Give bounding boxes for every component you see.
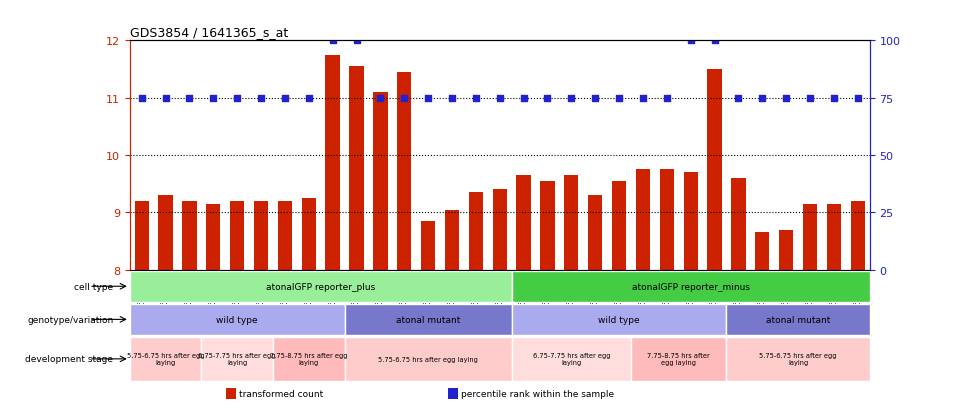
- Point: [611, 95, 627, 102]
- Bar: [564, 176, 579, 270]
- Bar: [511, 271, 870, 302]
- Point: [373, 95, 388, 102]
- Bar: [421, 221, 435, 270]
- Bar: [493, 190, 506, 270]
- Text: GDS3854 / 1641365_s_at: GDS3854 / 1641365_s_at: [130, 26, 288, 39]
- Text: atonalGFP reporter_minus: atonalGFP reporter_minus: [631, 282, 750, 291]
- Point: [325, 38, 340, 45]
- Point: [277, 95, 292, 102]
- Point: [516, 95, 531, 102]
- Bar: [683, 173, 698, 270]
- Bar: [350, 67, 363, 270]
- Text: atonal mutant: atonal mutant: [396, 315, 460, 324]
- Point: [826, 95, 842, 102]
- Point: [587, 95, 603, 102]
- Point: [397, 95, 412, 102]
- Point: [635, 95, 651, 102]
- Text: wild type: wild type: [216, 315, 258, 324]
- Text: 5.75-6.75 hrs after egg
laying: 5.75-6.75 hrs after egg laying: [127, 353, 205, 366]
- Bar: [511, 337, 631, 381]
- Bar: [226, 387, 235, 399]
- Bar: [588, 196, 603, 270]
- Point: [730, 95, 746, 102]
- Bar: [397, 73, 411, 270]
- Point: [301, 95, 316, 102]
- Point: [707, 38, 723, 45]
- Point: [540, 95, 555, 102]
- Point: [206, 95, 221, 102]
- Bar: [202, 337, 273, 381]
- Point: [254, 95, 269, 102]
- Text: 7.75-8.75 hrs after
egg laying: 7.75-8.75 hrs after egg laying: [648, 353, 710, 366]
- Bar: [373, 93, 387, 270]
- Bar: [727, 304, 870, 335]
- Bar: [511, 304, 727, 335]
- Point: [420, 95, 435, 102]
- Bar: [183, 202, 197, 270]
- Bar: [230, 202, 244, 270]
- Text: 7.75-8.75 hrs after egg
laying: 7.75-8.75 hrs after egg laying: [270, 353, 348, 366]
- Bar: [135, 202, 149, 270]
- Point: [683, 38, 699, 45]
- Point: [158, 95, 173, 102]
- Bar: [659, 170, 674, 270]
- Bar: [445, 210, 459, 270]
- Point: [230, 95, 245, 102]
- Bar: [707, 70, 722, 270]
- Bar: [802, 204, 817, 270]
- Text: atonalGFP reporter_plus: atonalGFP reporter_plus: [266, 282, 376, 291]
- Text: transformed count: transformed count: [239, 389, 324, 398]
- Point: [468, 95, 483, 102]
- Bar: [302, 199, 316, 270]
- Bar: [448, 387, 457, 399]
- Bar: [254, 202, 268, 270]
- Text: 5.75-6.75 hrs after egg laying: 5.75-6.75 hrs after egg laying: [379, 356, 478, 362]
- Text: 6.75-7.75 hrs after egg
laying: 6.75-7.75 hrs after egg laying: [198, 353, 276, 366]
- Bar: [159, 196, 173, 270]
- Text: atonal mutant: atonal mutant: [766, 315, 830, 324]
- Point: [754, 95, 770, 102]
- Bar: [636, 170, 650, 270]
- Point: [850, 95, 866, 102]
- Text: 5.75-6.75 hrs after egg
laying: 5.75-6.75 hrs after egg laying: [759, 353, 837, 366]
- Bar: [469, 193, 483, 270]
- Text: development stage: development stage: [25, 354, 113, 363]
- Text: wild type: wild type: [599, 315, 640, 324]
- Text: percentile rank within the sample: percentile rank within the sample: [461, 389, 614, 398]
- Point: [659, 95, 675, 102]
- Point: [134, 95, 149, 102]
- Bar: [540, 181, 554, 270]
- Bar: [516, 176, 530, 270]
- Point: [444, 95, 459, 102]
- Bar: [612, 181, 627, 270]
- Bar: [130, 271, 511, 302]
- Point: [182, 95, 197, 102]
- Point: [564, 95, 579, 102]
- Bar: [278, 202, 292, 270]
- Bar: [345, 304, 511, 335]
- Bar: [206, 204, 220, 270]
- Bar: [850, 202, 865, 270]
- Bar: [273, 337, 345, 381]
- Point: [802, 95, 818, 102]
- Text: cell type: cell type: [74, 282, 113, 291]
- Point: [778, 95, 794, 102]
- Bar: [130, 337, 202, 381]
- Point: [349, 38, 364, 45]
- Bar: [731, 178, 746, 270]
- Text: genotype/variation: genotype/variation: [27, 315, 113, 324]
- Bar: [631, 337, 727, 381]
- Bar: [779, 230, 794, 270]
- Point: [492, 95, 507, 102]
- Bar: [326, 56, 340, 270]
- Bar: [826, 204, 841, 270]
- Bar: [727, 337, 870, 381]
- Text: 6.75-7.75 hrs after egg
laying: 6.75-7.75 hrs after egg laying: [532, 353, 610, 366]
- Bar: [345, 337, 511, 381]
- Bar: [755, 233, 770, 270]
- Bar: [130, 304, 345, 335]
